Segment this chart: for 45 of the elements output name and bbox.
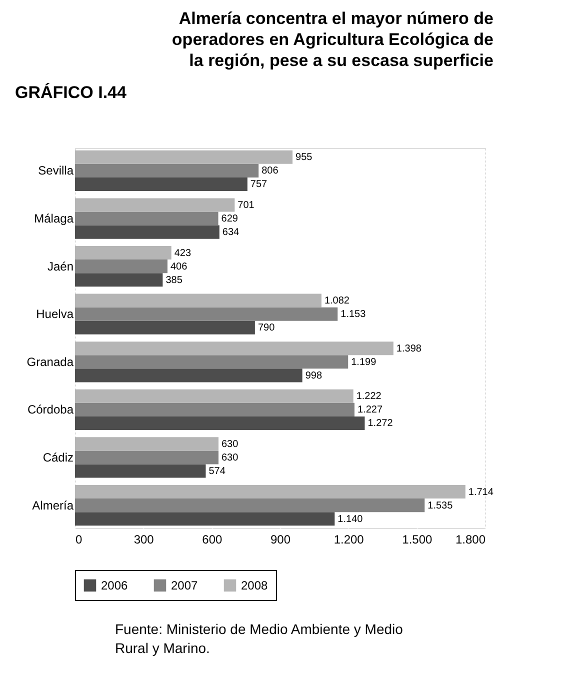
x-tick-label: 600 <box>202 532 222 546</box>
x-tick-label: 0 <box>76 532 82 546</box>
data-label: 1.082 <box>324 296 350 307</box>
x-tick-label: 900 <box>270 532 291 546</box>
data-label: 1.535 <box>428 500 454 512</box>
data-label: 630 <box>222 438 239 450</box>
data-label: 757 <box>250 179 268 190</box>
data-label: 423 <box>174 248 192 259</box>
x-tick-label: 1.200 <box>334 532 364 546</box>
x-tick-label: 1.800 <box>455 532 486 546</box>
text: GRÁFICO I.44 <box>15 82 128 102</box>
y-tick-label: Jaén <box>47 259 74 274</box>
data-label: 1.222 <box>356 391 382 402</box>
data-label: 955 <box>296 152 313 164</box>
data-label: 1.153 <box>340 309 366 320</box>
data-label: 1.272 <box>368 418 394 430</box>
data-label: 385 <box>166 274 183 286</box>
y-tick-label: Huelva <box>36 307 74 322</box>
y-tick-label: Córdoba <box>27 402 74 417</box>
data-label: 406 <box>170 261 188 272</box>
data-label: 1.140 <box>338 514 364 525</box>
y-tick-label: Cádiz <box>42 450 74 464</box>
data-label: 634 <box>222 227 240 238</box>
legend-label: 2008 <box>241 578 268 592</box>
y-tick-label: Granada <box>26 354 74 369</box>
legend-label: 2006 <box>101 578 128 592</box>
data-label: 629 <box>221 214 238 225</box>
y-tick-label: Almería <box>32 498 74 512</box>
data-label: 806 <box>262 166 279 177</box>
chart-title: Almería concentra el mayor número de operadores en Agricultura Ecológica de la región, pese a su escasa superficie <box>172 9 494 70</box>
data-label: 1.714 <box>468 486 494 498</box>
data-label: 1.227 <box>357 404 383 416</box>
data-label: 790 <box>258 322 276 334</box>
data-label: 998 <box>305 370 322 382</box>
y-tick-label: Málaga <box>34 212 74 226</box>
data-label: 1.398 <box>396 343 422 354</box>
legend-label: 2007 <box>171 578 198 592</box>
x-tick-label: 300 <box>134 532 154 546</box>
data-label: 701 <box>238 200 255 211</box>
data-label: 1.199 <box>351 356 377 368</box>
source-note: Fuente: Ministerio de Medio Ambiente y Medio Rural y Marino. <box>115 621 404 656</box>
x-tick-label: 1.500 <box>402 532 433 546</box>
data-label: 630 <box>222 452 239 464</box>
y-tick-label: Sevilla <box>38 164 74 178</box>
data-label: 574 <box>208 466 226 478</box>
